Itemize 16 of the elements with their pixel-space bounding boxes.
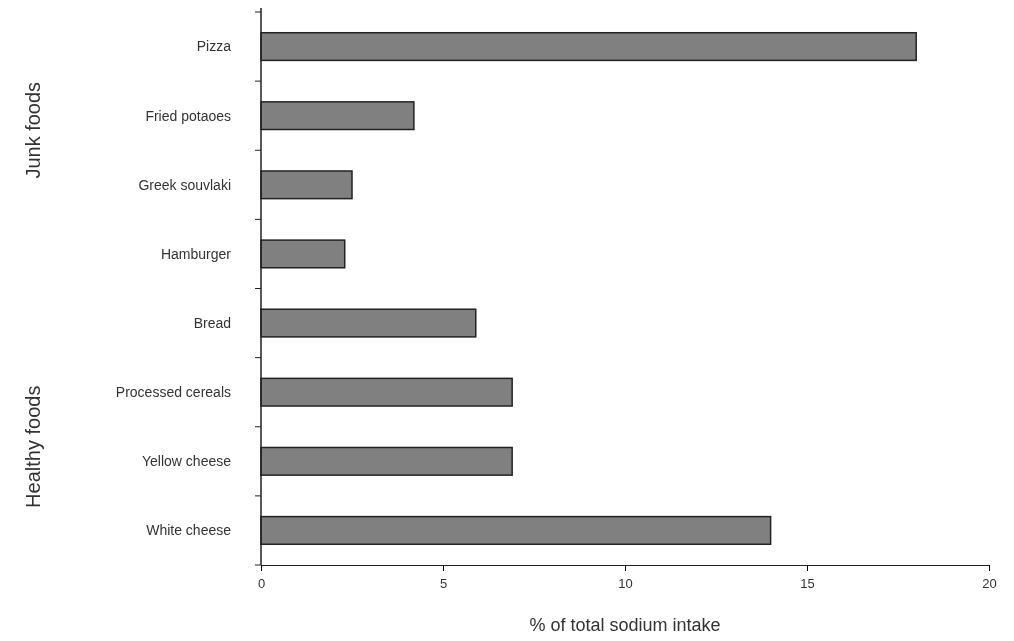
- y-tick-label: Hamburger: [160, 245, 232, 262]
- x-tick-label: 15: [800, 576, 815, 592]
- x-tick-label: 0: [257, 576, 266, 592]
- text: Junk foods: [22, 81, 44, 179]
- x-tick-label: 10: [618, 576, 633, 592]
- y-tick-label: Yellow cheese: [142, 453, 232, 470]
- y-tick-label: Fried potaoes: [145, 107, 231, 124]
- text: Healthy foods: [22, 385, 44, 508]
- x-tick-label: 20: [982, 576, 997, 592]
- x-tick-label: 5: [439, 576, 448, 592]
- y-tick-label: Processed cereals: [115, 384, 231, 401]
- y-tick-label: White cheese: [146, 522, 232, 539]
- y-tick-label: Bread: [193, 314, 231, 331]
- y-tick-label: Greek souvlaki: [138, 176, 231, 193]
- x-axis-title: % of total sodium intake: [529, 615, 721, 635]
- y-tick-label: Pizza: [196, 38, 232, 55]
